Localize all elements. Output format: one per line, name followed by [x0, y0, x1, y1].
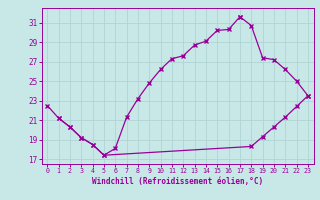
X-axis label: Windchill (Refroidissement éolien,°C): Windchill (Refroidissement éolien,°C) [92, 177, 263, 186]
